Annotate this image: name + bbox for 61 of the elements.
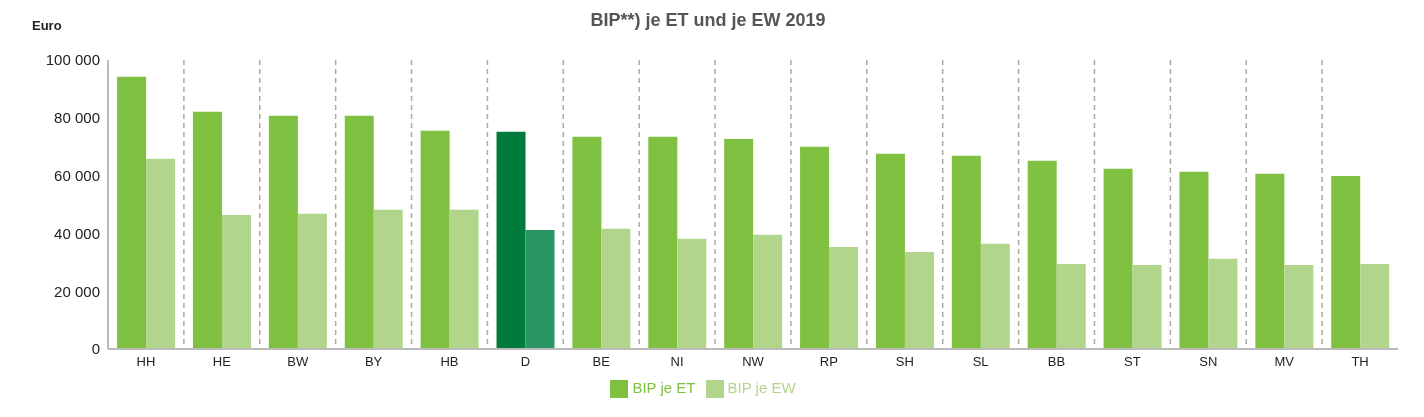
bar — [980, 243, 1010, 349]
legend-label: BIP je EW — [727, 378, 796, 396]
x-tick-label: NW — [742, 354, 765, 370]
bar — [449, 209, 479, 349]
bar — [1208, 258, 1238, 349]
y-tick-label: 100 000 — [45, 51, 100, 69]
x-tick-label: TH — [1351, 354, 1369, 370]
x-tick-label: SH — [895, 354, 914, 370]
y-tick-label: 40 000 — [54, 224, 100, 242]
bar — [648, 136, 678, 349]
bar — [800, 146, 830, 349]
bar — [724, 138, 754, 349]
bar — [875, 153, 905, 349]
x-tick-label: SN — [1199, 354, 1218, 370]
y-tick-label: 20 000 — [54, 282, 100, 300]
bar — [1360, 264, 1390, 349]
bar — [373, 209, 403, 349]
chart-title: BIP**) je ET und je EW 2019 — [590, 10, 826, 30]
bar — [677, 238, 707, 349]
bar — [117, 76, 147, 349]
x-tick-label: BE — [592, 354, 611, 370]
bar — [297, 213, 327, 349]
bar — [1056, 264, 1086, 349]
bar — [146, 158, 176, 349]
x-tick-label: BY — [364, 354, 383, 370]
bar — [221, 214, 251, 349]
bar — [268, 115, 298, 349]
x-tick-label: HH — [136, 354, 156, 370]
x-tick-label: BB — [1047, 354, 1066, 370]
bar — [344, 115, 374, 349]
bar — [1103, 168, 1133, 349]
bar — [192, 111, 222, 349]
bar — [1331, 175, 1361, 349]
x-tick-label: NI — [670, 354, 684, 370]
x-tick-label: MV — [1274, 354, 1295, 370]
bar — [572, 136, 602, 349]
x-tick-label: RP — [819, 354, 838, 370]
y-tick-label: 0 — [91, 340, 100, 358]
bar — [753, 234, 783, 349]
bar — [1132, 264, 1162, 349]
bar — [420, 130, 450, 349]
bar — [525, 229, 555, 349]
x-tick-label: HB — [440, 354, 459, 370]
bar — [1255, 173, 1285, 349]
x-tick-label: BW — [287, 354, 309, 370]
bar — [1284, 264, 1314, 349]
y-tick-label: 80 000 — [54, 109, 100, 127]
x-tick-label: ST — [1124, 354, 1141, 370]
bar — [951, 155, 981, 349]
bar — [601, 228, 631, 349]
y-axis-title: Euro — [32, 18, 62, 33]
legend-label: BIP je ET — [632, 378, 696, 396]
x-tick-label: HE — [212, 354, 232, 370]
x-tick-label: D — [520, 354, 531, 370]
bar — [829, 246, 859, 349]
bar — [904, 251, 934, 349]
bar — [1027, 160, 1057, 349]
x-tick-label: SL — [972, 354, 989, 370]
y-tick-label: 60 000 — [54, 166, 100, 184]
bar — [1179, 171, 1209, 349]
bar — [496, 131, 526, 349]
